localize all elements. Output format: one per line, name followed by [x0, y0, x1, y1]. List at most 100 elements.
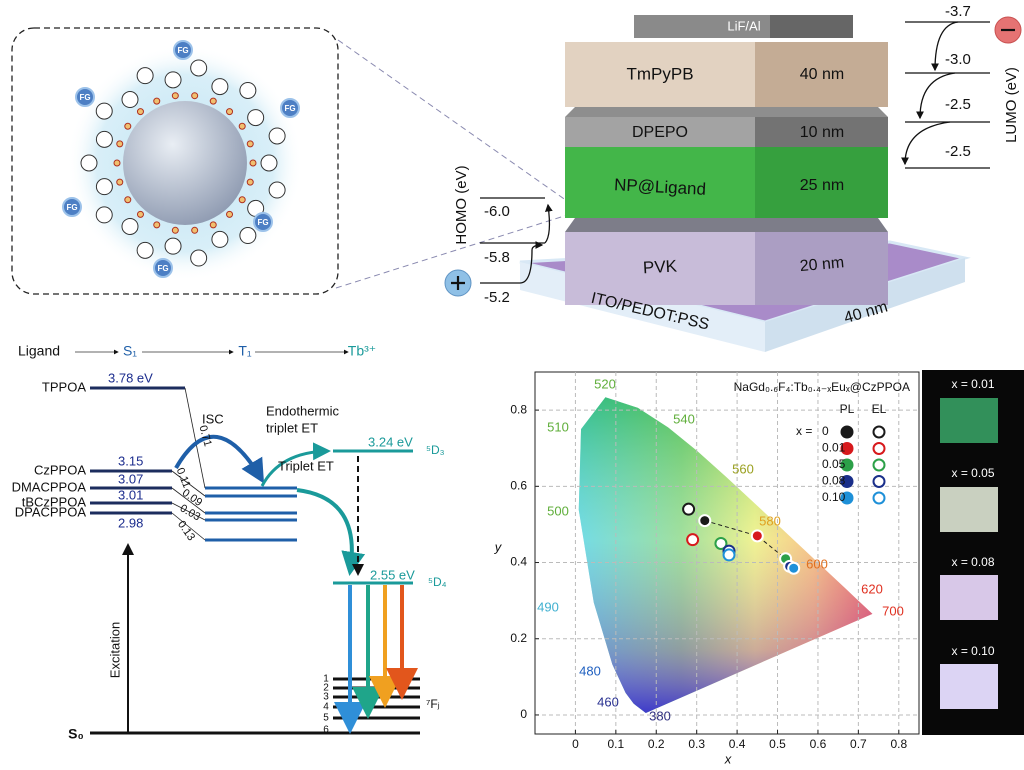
ligand-name: DPACPPOA: [15, 504, 87, 519]
phosphine-oxide: [153, 97, 161, 105]
ligand-energy: 3.01: [118, 487, 143, 502]
layer-thickness: 40 nm: [800, 66, 844, 83]
y-tick-label: 0.8: [510, 402, 527, 416]
phosphine-oxide: [249, 159, 257, 167]
ligand-ring: [95, 130, 113, 148]
excitation-label: Excitation: [107, 622, 122, 678]
zoom-line: [335, 211, 578, 289]
fg-dot: [153, 258, 173, 278]
ligand-ring: [121, 91, 139, 109]
energy-level: -2.5: [945, 96, 971, 113]
legend-header: PL: [840, 402, 855, 416]
wavelength-label: 620: [861, 581, 883, 596]
wavelength-label: 540: [673, 411, 695, 426]
fg-dot: [75, 87, 95, 107]
layer-thickness: 25 nm: [800, 177, 844, 194]
j-label: 1: [323, 674, 329, 685]
photo-label: x = 0.10: [951, 644, 994, 658]
phosphine-oxide: [136, 210, 144, 218]
wavelength-label: 380: [649, 708, 671, 723]
legend-marker: [872, 475, 886, 488]
ligand-name: DMACPPOA: [12, 479, 87, 494]
ligand-name: TPPOA: [42, 379, 86, 394]
energy-diagram: [75, 349, 420, 735]
ligand-ring: [239, 227, 257, 245]
ligand-ring: [190, 249, 208, 267]
ligand-energy: 3.78 eV: [108, 370, 153, 385]
photo: [940, 398, 998, 443]
ligand-name: CzPPOA: [34, 462, 86, 477]
phosphine-oxide: [226, 108, 234, 116]
fg-label: FG: [157, 264, 168, 273]
cie-point: [722, 548, 736, 562]
plus-sign: [451, 276, 465, 290]
phosphine-oxide: [124, 122, 132, 130]
fg-dot: [253, 212, 273, 232]
legend-label: 0: [822, 424, 829, 438]
transition-label: ISC: [202, 411, 224, 426]
ground-label: S₀: [68, 726, 84, 742]
gap-label: 0.11: [174, 466, 193, 490]
phosphine-oxide: [191, 226, 199, 234]
legend-marker: [840, 491, 854, 505]
x-tick-label: 0.3: [688, 737, 705, 751]
photo-label: x = 0.05: [951, 466, 994, 480]
cie-point: [686, 533, 700, 547]
legend-marker: [840, 458, 854, 472]
ligand-ring: [95, 102, 113, 120]
ligand-ring: [260, 154, 278, 172]
y-axis-label: y: [494, 539, 503, 554]
photo: [940, 487, 998, 532]
transition-label: Endothermic: [266, 403, 339, 418]
photo-label: x = 0.08: [951, 555, 994, 569]
layer-thickness: 20 nm: [799, 254, 845, 275]
x-axis-label: x: [724, 751, 732, 766]
legend-marker: [872, 491, 886, 505]
chart-title: NaGd₀.₆F₄:Tb₀.₄₋ₓEuₓ@CzPPOA: [734, 380, 910, 394]
axis-label: LUMO (eV): [1003, 67, 1020, 143]
photo: [940, 664, 998, 709]
wavelength-label: 700: [882, 603, 904, 618]
wavelength-label: 520: [594, 376, 616, 391]
fg-dot: [173, 40, 193, 60]
legend-label: 0.08: [822, 474, 846, 488]
cie-point: [698, 514, 712, 528]
level-energy: 2.55 eV: [370, 567, 415, 582]
ligand-ring: [268, 127, 286, 145]
j-label: 6: [323, 725, 329, 736]
legend-marker: [872, 442, 886, 455]
layer-thickness: 10 nm: [800, 124, 844, 141]
energy-level: -2.5: [945, 143, 971, 160]
phosphine-oxide: [209, 221, 217, 229]
phosphine-oxide: [238, 196, 246, 204]
np-frame: [11, 27, 339, 295]
x-tick-label: 0.4: [729, 737, 746, 751]
ligand-name: tBCzPPOA: [22, 494, 87, 509]
ligand-ring: [121, 217, 139, 235]
x-tick-label: 0.2: [648, 737, 665, 751]
ligand-ring: [164, 237, 182, 255]
j-label: 4: [323, 702, 329, 713]
legend-label: 0.10: [822, 490, 846, 504]
phosphine-oxide: [153, 221, 161, 229]
fg-dot: [280, 98, 300, 118]
wavelength-label: 600: [806, 556, 828, 571]
phosphine-oxide: [191, 92, 199, 100]
phosphine-oxide: [116, 178, 124, 186]
photo-label: x = 0.01: [951, 377, 994, 391]
energy-level: -3.7: [945, 3, 971, 20]
y-tick-label: 0.2: [510, 631, 527, 645]
ligand-ring: [95, 178, 113, 196]
phosphine-oxide: [113, 159, 121, 167]
transition-label: triplet ET: [266, 420, 318, 435]
phosphine-oxide: [171, 92, 179, 100]
zoom-line: [337, 39, 578, 209]
layer-name: LiF/Al: [727, 18, 760, 33]
cie-point: [714, 536, 728, 550]
level-energy: 3.24 eV: [368, 434, 413, 449]
y-tick-label: 0.4: [510, 555, 527, 569]
legend-label: 0.05: [822, 457, 846, 471]
x-tick-label: 0.7: [850, 737, 867, 751]
ligand-energy: 3.07: [118, 471, 143, 486]
phosphine-oxide: [238, 122, 246, 130]
